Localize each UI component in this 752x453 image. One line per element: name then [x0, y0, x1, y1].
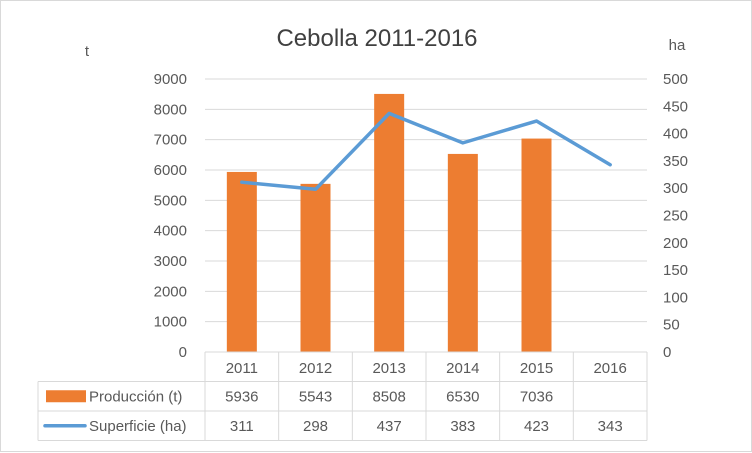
- data-table: 2011 2012 2013 2014 2015 2016 Producción (t) 59…: [37, 351, 648, 441]
- right-axis-unit: ha: [669, 37, 686, 54]
- table-value: 5936: [225, 388, 258, 405]
- left-tick-label: 3000: [154, 253, 187, 270]
- right-tick-label: 500: [663, 71, 688, 88]
- right-tick-label: 0: [663, 344, 671, 361]
- left-axis-unit: t: [85, 43, 90, 60]
- x-tick-label: 2015: [520, 360, 553, 377]
- x-tick-label: 2013: [372, 360, 405, 377]
- x-tick-label: 2014: [446, 360, 479, 377]
- gridlines: [205, 78, 647, 353]
- x-tick-label: 2011: [226, 360, 258, 377]
- right-tick-label: 400: [663, 126, 688, 143]
- left-tick-label: 9000: [154, 71, 187, 88]
- series-line: [240, 111, 612, 192]
- table-value: 437: [377, 418, 402, 435]
- left-tick-label: 1000: [154, 314, 187, 331]
- legend-swatch-bar: [46, 390, 86, 403]
- right-tick-label: 300: [663, 180, 688, 197]
- table-value: 311: [230, 418, 254, 435]
- left-tick-label: 0: [179, 344, 187, 361]
- table-value: 383: [450, 418, 475, 435]
- left-tick-label: 5000: [154, 192, 187, 209]
- left-axis-ticks: 0 1000 2000 3000 4000 5000 6000 7000 8000 9000: [154, 71, 187, 361]
- left-tick-label: 6000: [154, 162, 187, 179]
- left-tick-label: 7000: [154, 132, 187, 149]
- right-tick-label: 450: [663, 98, 688, 115]
- bar-series: [226, 93, 552, 352]
- table-value: 343: [598, 418, 623, 435]
- right-tick-label: 250: [663, 208, 688, 225]
- right-tick-label: 50: [663, 317, 680, 334]
- legend-label: Superficie (ha): [89, 418, 187, 435]
- table-value: 423: [524, 418, 549, 435]
- right-tick-label: 200: [663, 235, 688, 252]
- table-value: 5543: [299, 388, 332, 405]
- bar: [447, 153, 478, 352]
- right-tick-label: 100: [663, 289, 688, 306]
- left-tick-label: 8000: [154, 101, 187, 118]
- right-tick-label: 150: [663, 262, 688, 279]
- left-tick-label: 2000: [154, 283, 187, 300]
- table-value: 7036: [520, 388, 553, 405]
- chart-title: Cebolla 2011-2016: [276, 25, 477, 52]
- x-tick-label: 2016: [593, 360, 626, 377]
- bar: [374, 93, 405, 352]
- table-value: 8508: [372, 388, 405, 405]
- bar: [521, 138, 552, 352]
- right-tick-label: 350: [663, 153, 688, 170]
- line-series: [240, 111, 612, 192]
- right-axis-ticks: 0 50 100 150 200 250 300 350 400 450 500: [663, 71, 688, 361]
- left-tick-label: 4000: [154, 223, 187, 240]
- table-value: 298: [303, 418, 328, 435]
- table-value: 6530: [446, 388, 479, 405]
- x-tick-label: 2012: [299, 360, 332, 377]
- bar: [300, 183, 331, 352]
- legend-label: Producción (t): [89, 388, 182, 405]
- bar: [226, 171, 257, 352]
